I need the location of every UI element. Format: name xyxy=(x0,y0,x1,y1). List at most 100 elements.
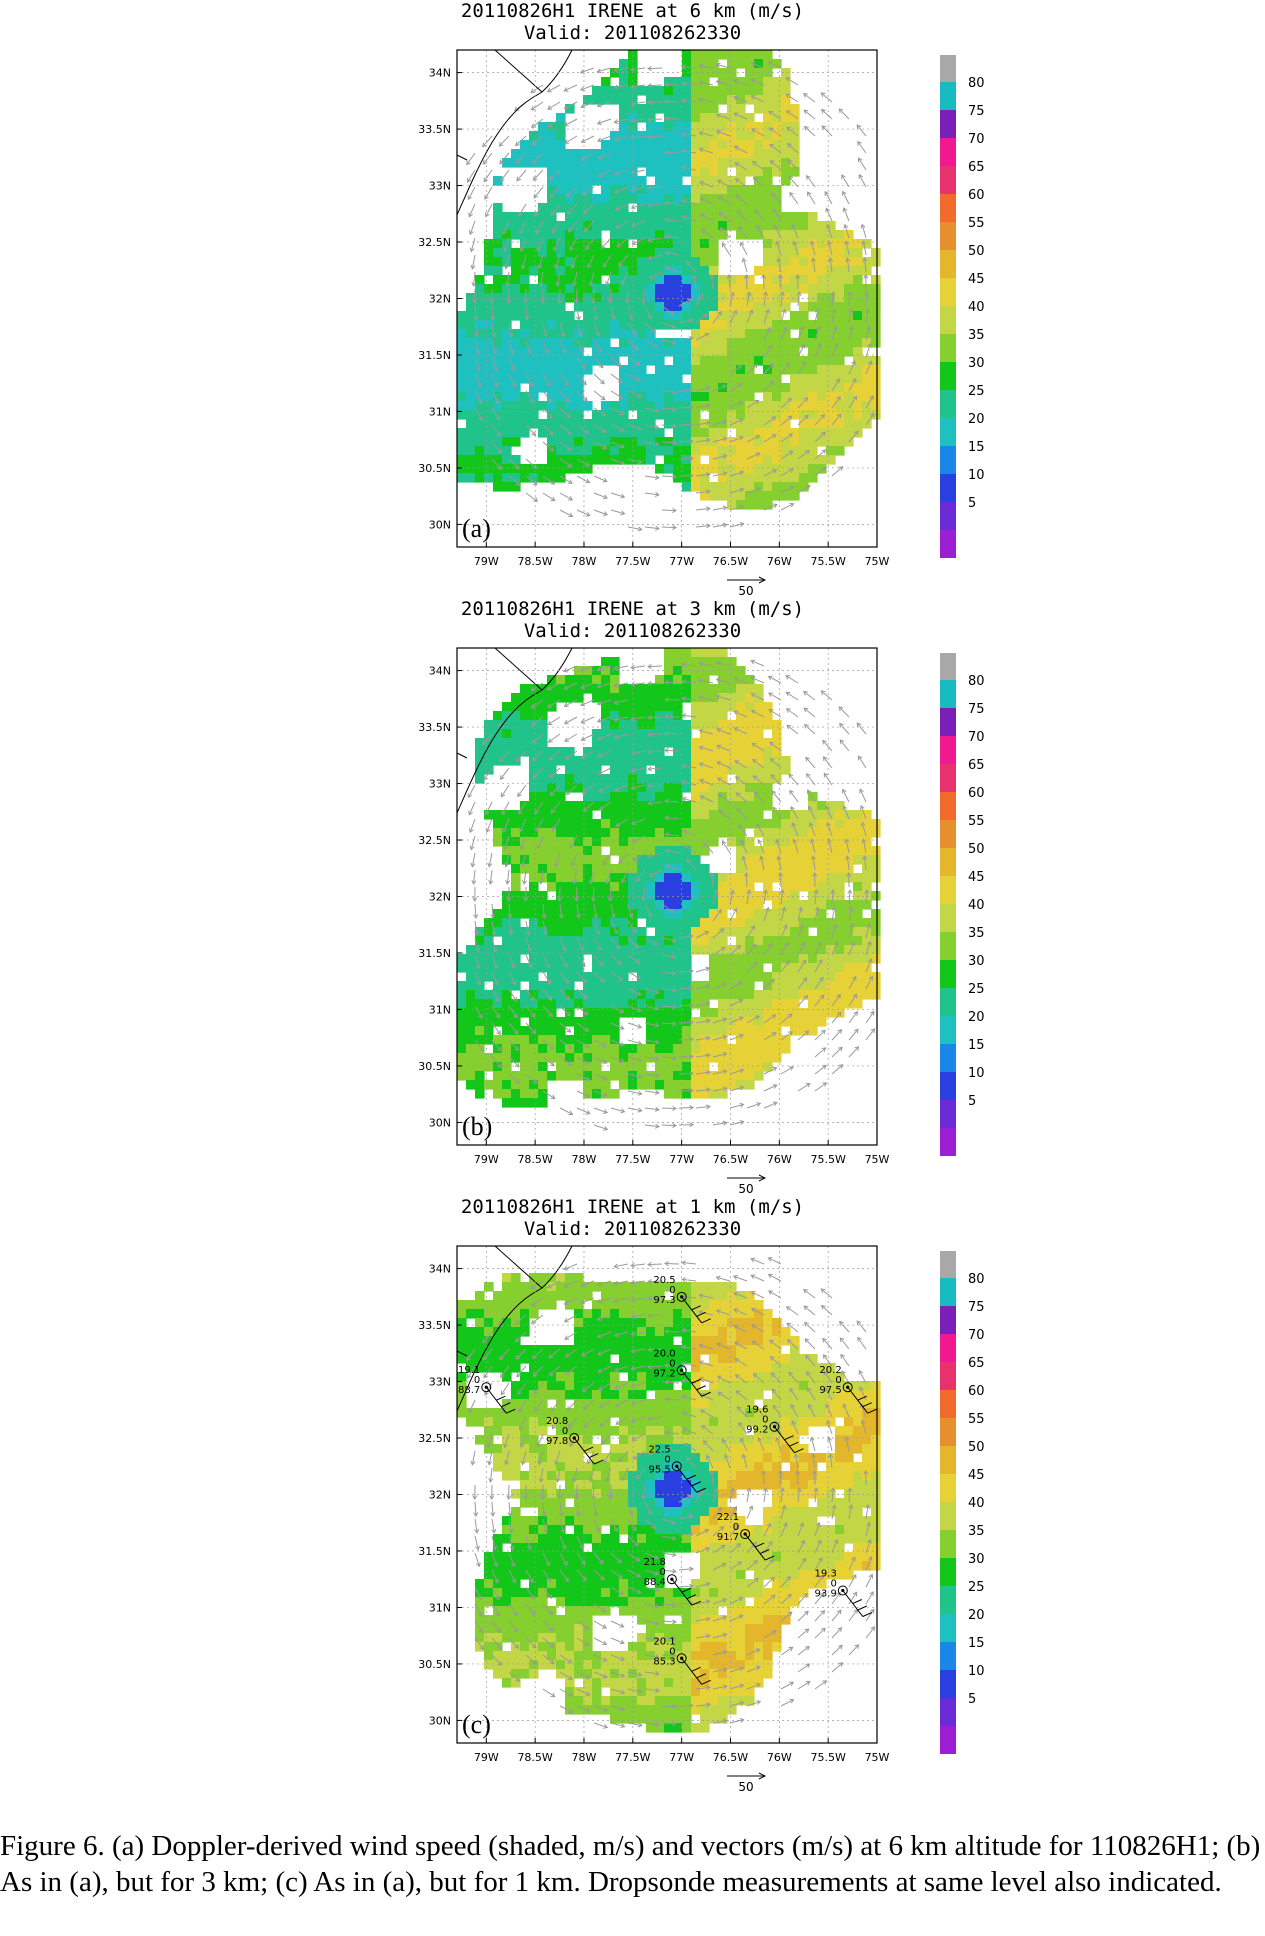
field-cell xyxy=(538,936,548,946)
wind-vector xyxy=(535,818,544,832)
wind-vector xyxy=(729,436,744,443)
field-cell xyxy=(736,221,746,231)
wind-vector xyxy=(665,833,680,837)
field-cell xyxy=(790,999,800,1009)
field-cell xyxy=(790,158,800,168)
field-cell xyxy=(781,140,791,150)
field-cell xyxy=(673,77,683,87)
field-cell xyxy=(565,981,575,991)
field-cell xyxy=(637,392,647,402)
field-cell xyxy=(790,248,800,258)
field-cell xyxy=(502,918,512,928)
field-cell xyxy=(781,756,791,766)
wind-vector xyxy=(603,852,612,866)
field-cell xyxy=(763,401,773,411)
field-cell xyxy=(745,819,755,829)
field-cell xyxy=(646,954,656,964)
field-cell xyxy=(511,347,521,357)
field-cell xyxy=(646,266,656,276)
field-cell xyxy=(547,257,557,267)
field-cell xyxy=(511,1035,521,1045)
field-cell xyxy=(691,1017,701,1027)
field-cell xyxy=(547,1053,557,1063)
field-cell xyxy=(655,783,665,793)
field-cell xyxy=(700,873,710,883)
field-cell xyxy=(619,365,629,375)
field-cell xyxy=(844,311,854,321)
vector-head xyxy=(732,78,738,84)
wind-vector xyxy=(661,407,676,410)
field-cell xyxy=(619,140,629,150)
field-cell xyxy=(772,765,782,775)
field-cell xyxy=(646,212,656,222)
vector-head xyxy=(637,1090,643,1096)
field-cell xyxy=(619,918,629,928)
field-cell xyxy=(655,1035,665,1045)
field-cell xyxy=(556,419,566,429)
wind-vector xyxy=(683,845,697,854)
vector-head xyxy=(803,109,809,115)
field-cell xyxy=(493,464,503,474)
wind-vector xyxy=(661,509,677,512)
coast-path xyxy=(456,49,573,216)
field-cell xyxy=(493,927,503,937)
field-cell xyxy=(799,819,809,829)
vector-head xyxy=(563,719,569,725)
field-cell xyxy=(700,1008,710,1018)
field-cell xyxy=(844,374,854,384)
field-cell xyxy=(610,828,620,838)
wind-vector xyxy=(491,322,495,337)
field-cell xyxy=(511,455,521,465)
vector-head xyxy=(550,1094,556,1100)
vector-head xyxy=(636,974,642,980)
field-cell xyxy=(610,320,620,330)
field-cell xyxy=(655,891,665,901)
field-cell xyxy=(718,365,728,375)
field-cell xyxy=(763,792,773,802)
field-cell xyxy=(565,230,575,240)
field-cell xyxy=(700,302,710,312)
field-cell xyxy=(457,410,467,420)
wind-vector xyxy=(699,696,714,701)
wind-vector xyxy=(542,920,547,935)
field-cell xyxy=(529,221,539,231)
wind-vector xyxy=(474,1039,484,1052)
field-cell xyxy=(610,783,620,793)
wind-vector xyxy=(718,195,731,205)
wind-vector xyxy=(814,449,826,460)
field-cell xyxy=(763,711,773,721)
field-cell xyxy=(574,302,584,312)
field-cell xyxy=(655,855,665,865)
field-cell xyxy=(619,203,629,213)
field-cell xyxy=(835,338,845,348)
vector-head xyxy=(548,755,554,761)
wind-vector xyxy=(582,784,595,794)
field-cell xyxy=(754,149,764,159)
field-cell xyxy=(673,239,683,249)
field-cell xyxy=(799,963,809,973)
field-cell xyxy=(601,167,611,177)
wind-vector xyxy=(474,390,482,404)
colorbar-label: 70 xyxy=(968,132,985,147)
field-cell xyxy=(736,122,746,132)
field-cell xyxy=(772,392,782,402)
field-cell xyxy=(592,1017,602,1027)
wind-vector xyxy=(597,716,612,723)
field-cell xyxy=(826,347,836,357)
vector-head xyxy=(752,177,758,182)
wind-vector xyxy=(576,1022,589,1032)
field-cell xyxy=(565,203,575,213)
field-cell xyxy=(745,909,755,919)
field-cell xyxy=(619,392,629,402)
field-cell xyxy=(871,248,881,258)
field-cell xyxy=(772,491,782,501)
wind-vector xyxy=(632,237,646,245)
field-cell xyxy=(484,365,494,375)
field-cell xyxy=(790,1026,800,1036)
wind-vector xyxy=(644,407,659,412)
vector-head xyxy=(824,190,829,196)
field-cell xyxy=(565,149,575,159)
field-cell xyxy=(790,401,800,411)
wind-vector xyxy=(682,150,697,154)
field-cell xyxy=(565,783,575,793)
